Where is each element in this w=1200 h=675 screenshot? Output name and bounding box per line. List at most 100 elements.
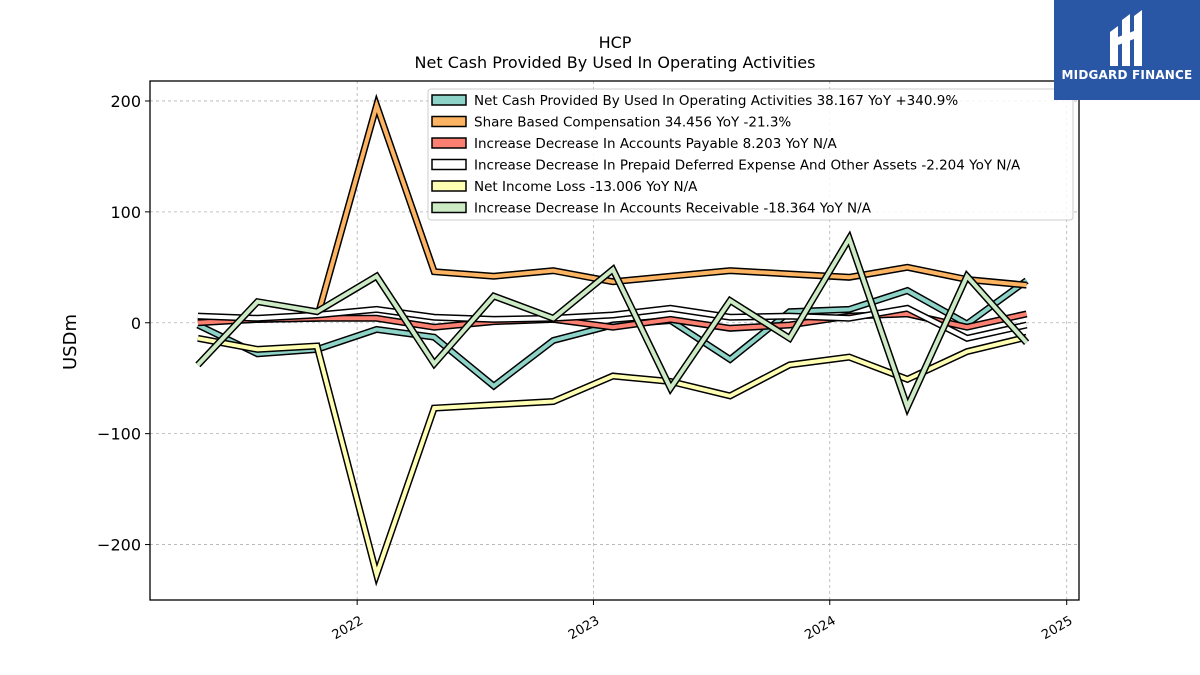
x-tick-label: 2022 bbox=[330, 614, 366, 644]
data-point bbox=[848, 237, 851, 240]
data-point bbox=[966, 337, 969, 340]
legend-entry: Share Based Compensation 34.456 YoY -21.… bbox=[474, 115, 791, 131]
data-point bbox=[788, 273, 791, 276]
data-point bbox=[552, 339, 555, 342]
data-point bbox=[433, 362, 436, 365]
data-point bbox=[906, 312, 909, 315]
chart-title: HCP bbox=[599, 33, 632, 52]
x-tick-label: 2023 bbox=[566, 614, 602, 644]
plot-frame bbox=[149, 80, 1080, 601]
data-point bbox=[848, 317, 851, 320]
data-point bbox=[788, 315, 791, 318]
data-point bbox=[611, 268, 614, 271]
legend-swatch bbox=[431, 158, 467, 171]
data-point bbox=[669, 318, 672, 321]
chart-subtitle: Net Cash Provided By Used In Operating A… bbox=[415, 53, 816, 72]
data-point bbox=[492, 295, 495, 298]
data-point bbox=[196, 321, 199, 324]
data-point bbox=[492, 275, 495, 278]
x-tick-label: 2025 bbox=[1039, 614, 1075, 644]
data-point bbox=[492, 403, 495, 406]
data-point bbox=[492, 318, 495, 321]
data-point bbox=[433, 336, 436, 339]
data-point bbox=[848, 356, 851, 359]
data-point bbox=[256, 300, 259, 303]
data-point bbox=[552, 400, 555, 403]
data-point bbox=[611, 326, 614, 329]
data-point bbox=[316, 345, 319, 348]
data-point bbox=[729, 269, 732, 272]
brand-mark-icon bbox=[1110, 10, 1142, 66]
data-point bbox=[316, 310, 319, 313]
data-point bbox=[848, 308, 851, 311]
y-tick-label: 200 bbox=[110, 92, 141, 111]
data-point bbox=[196, 363, 199, 366]
x-tick-label: 2024 bbox=[802, 614, 838, 644]
legend-entry: Net Cash Provided By Used In Operating A… bbox=[474, 93, 958, 109]
data-point bbox=[966, 350, 969, 353]
data-point bbox=[375, 573, 378, 576]
data-point bbox=[433, 326, 436, 329]
brand-name: MIDGARD FINANCE bbox=[1061, 68, 1193, 82]
data-point bbox=[611, 280, 614, 283]
data-point bbox=[906, 378, 909, 381]
data-point bbox=[788, 363, 791, 366]
data-point bbox=[906, 289, 909, 292]
legend-swatch bbox=[431, 137, 467, 149]
data-point bbox=[966, 275, 969, 278]
y-axis-label: USDm bbox=[60, 314, 81, 370]
data-point bbox=[375, 275, 378, 278]
data-point bbox=[669, 387, 672, 390]
data-point bbox=[552, 317, 555, 320]
series-line bbox=[196, 304, 1028, 342]
series-line bbox=[197, 93, 1027, 326]
data-point bbox=[375, 308, 378, 311]
data-point bbox=[669, 275, 672, 278]
data-point bbox=[256, 317, 259, 320]
data-point bbox=[375, 317, 378, 320]
y-tick-label: −200 bbox=[97, 536, 141, 555]
data-point bbox=[196, 315, 199, 318]
data-point bbox=[729, 358, 732, 361]
data-point bbox=[492, 385, 495, 388]
data-point bbox=[906, 307, 909, 310]
data-point bbox=[1025, 324, 1028, 327]
series-line bbox=[195, 230, 1030, 417]
legend-swatch bbox=[431, 201, 467, 214]
y-tick-label: 0 bbox=[131, 314, 141, 333]
legend-swatch bbox=[431, 94, 467, 106]
series-core bbox=[197, 335, 1028, 582]
data-point bbox=[729, 394, 732, 397]
legend-entry: Increase Decrease In Accounts Receivable… bbox=[474, 201, 872, 217]
series-core bbox=[197, 98, 1027, 324]
series-core bbox=[197, 306, 1028, 341]
data-point bbox=[375, 328, 378, 331]
data-point bbox=[611, 314, 614, 317]
y-tick-label: 100 bbox=[110, 203, 141, 222]
data-point bbox=[788, 337, 791, 340]
data-point bbox=[375, 104, 378, 107]
legend-entry: Increase Decrease In Prepaid Deferred Ex… bbox=[474, 158, 1021, 174]
data-point bbox=[1025, 312, 1028, 315]
legend-entry: Increase Decrease In Accounts Payable 8.… bbox=[474, 136, 837, 152]
series-line bbox=[196, 333, 1028, 587]
y-tick-label: −100 bbox=[97, 425, 141, 444]
data-point bbox=[906, 406, 909, 409]
data-point bbox=[433, 316, 436, 319]
brand-logo: MIDGARD FINANCE bbox=[1054, 0, 1200, 100]
data-point bbox=[729, 327, 732, 330]
data-point bbox=[788, 324, 791, 327]
data-point bbox=[611, 375, 614, 378]
data-point bbox=[1025, 341, 1028, 344]
data-point bbox=[433, 270, 436, 273]
legend-entry: Net Income Loss -13.006 YoY N/A bbox=[474, 179, 698, 195]
data-point bbox=[669, 307, 672, 310]
data-point bbox=[906, 266, 909, 269]
legend-box bbox=[427, 88, 1074, 221]
data-point bbox=[196, 337, 199, 340]
legend-swatch bbox=[431, 180, 467, 192]
data-point bbox=[848, 276, 851, 279]
data-point bbox=[729, 299, 732, 302]
data-point bbox=[966, 326, 969, 329]
